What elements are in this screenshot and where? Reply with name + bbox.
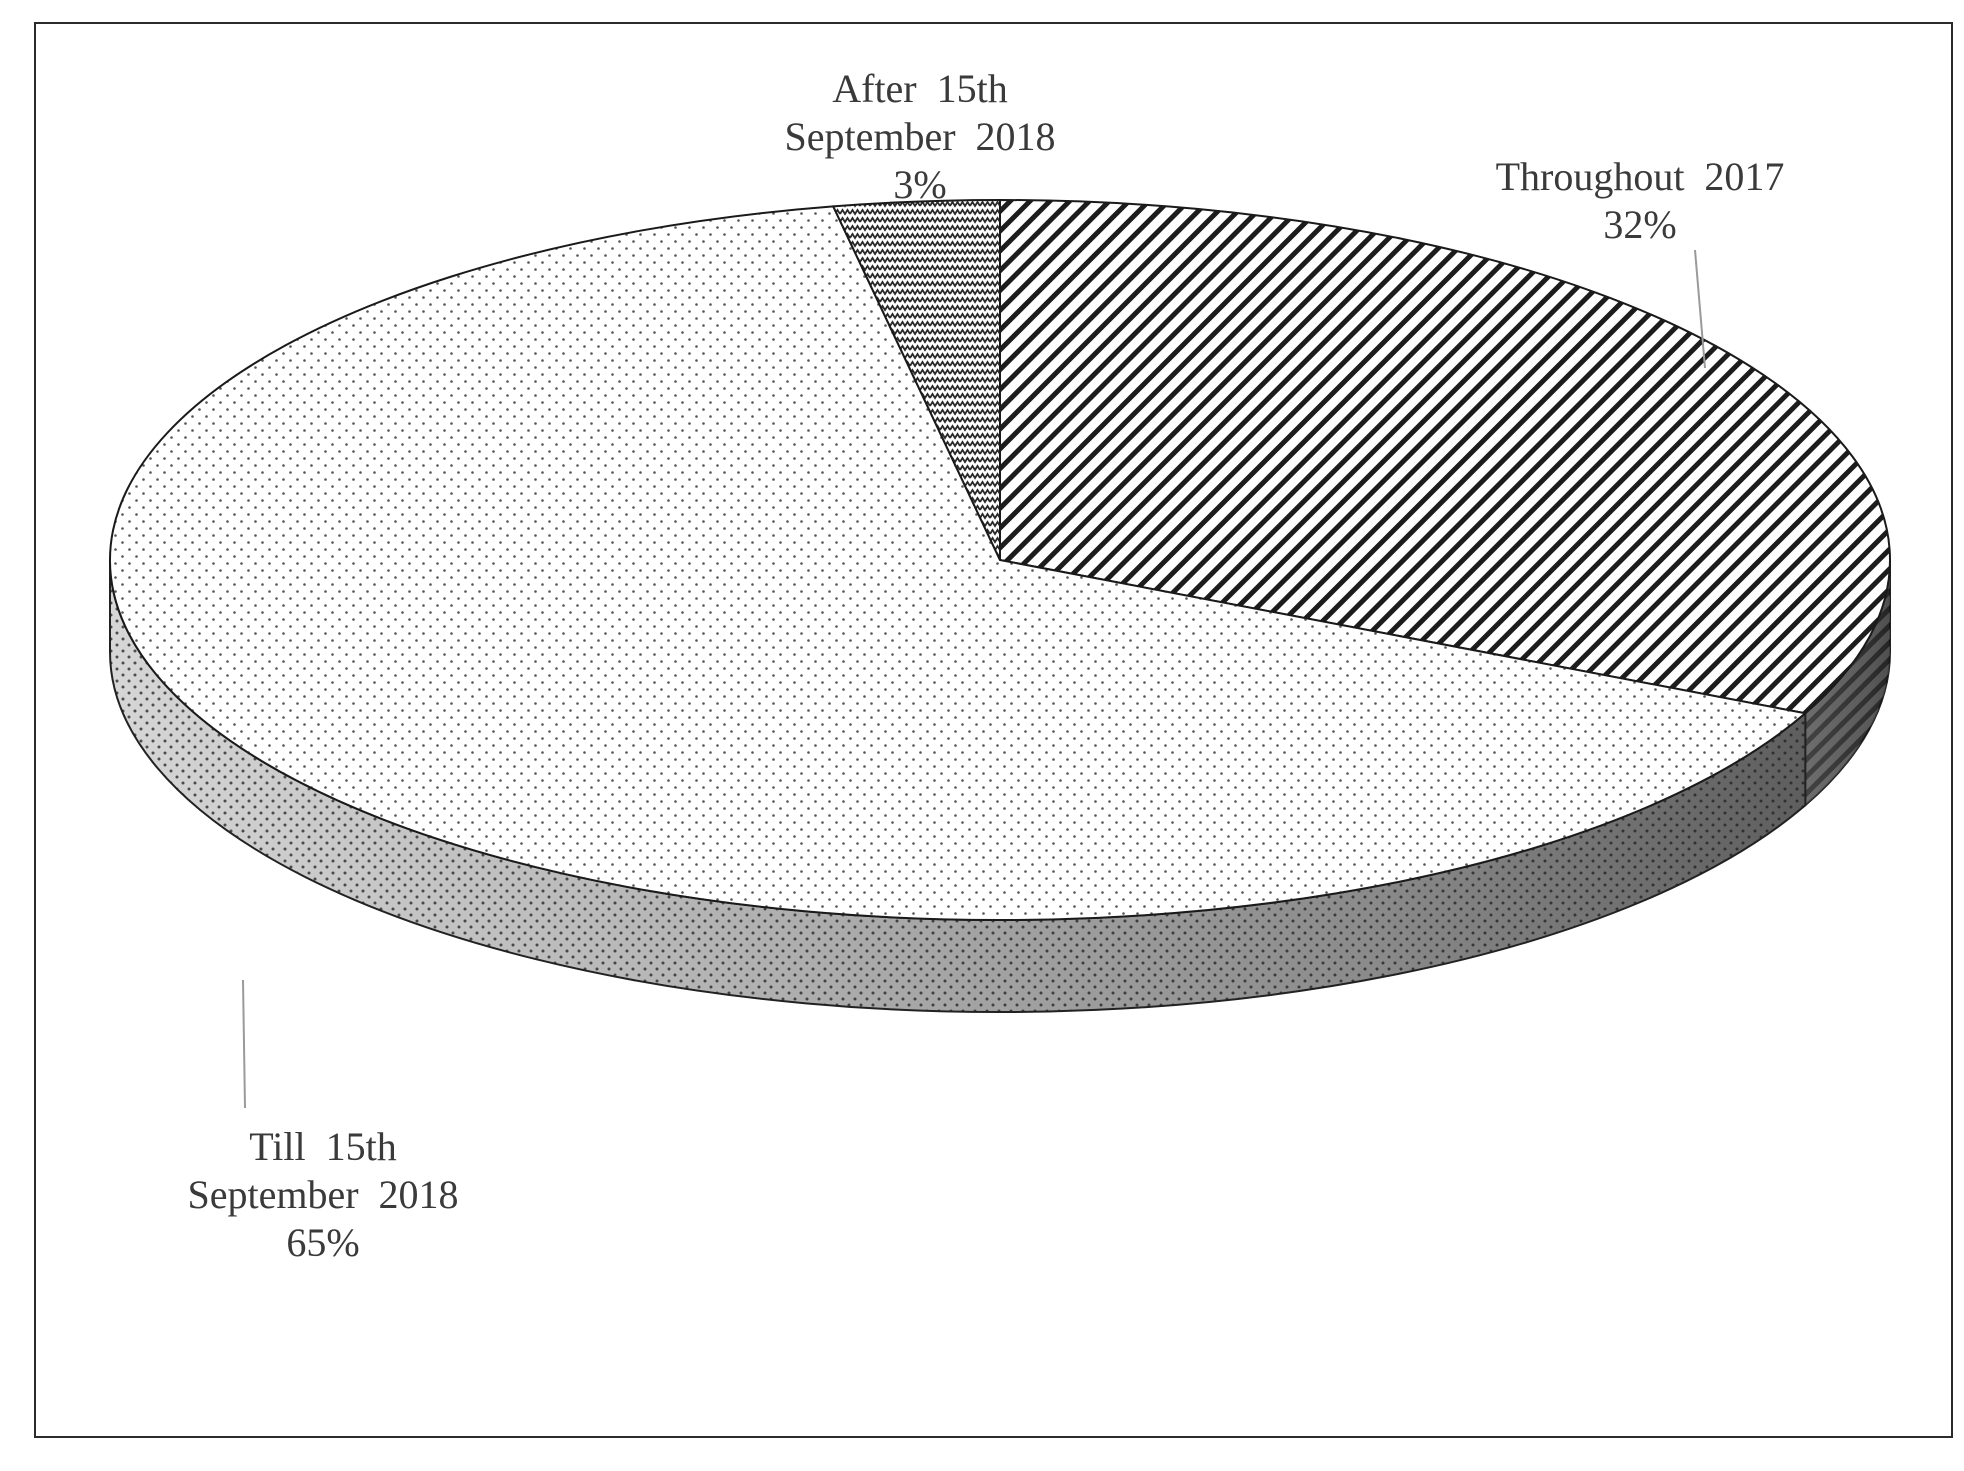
leader-line-throughout-2017 [1694,249,1706,369]
pie-labels: Throughout 2017 32%Till 15th September 201… [187,66,1784,1265]
data-label-line: September 2018 [784,114,1055,159]
data-label-line: 65% [286,1220,359,1265]
data-label-after-15th-september-2018: After 15th September 2018 3% [784,66,1055,207]
slice-till-15th-september-2018 [109,205,1808,921]
data-label-line: Till 15th [249,1124,396,1169]
slice-after-15th-september-2018 [831,198,1001,561]
slice-side-texture-till-15th-september-2018 [110,560,1806,1012]
slice-side-texture-throughout-2017 [1805,560,1890,806]
slice-throughout-2017 [999,198,1891,715]
data-label-line: After 15th [832,66,1008,111]
data-label-throughout-2017: Throughout 2017 32% [1496,154,1785,247]
data-label-line: Throughout 2017 [1496,154,1785,199]
data-label-till-15th-september-2018: Till 15th September 2018 65% [187,1124,458,1265]
pie-tops [109,198,1891,921]
data-label-line: September 2018 [187,1172,458,1217]
data-label-line: 3% [893,162,946,207]
data-label-line: 32% [1603,202,1676,247]
leader-line-till-15th-september-2018 [242,979,246,1109]
